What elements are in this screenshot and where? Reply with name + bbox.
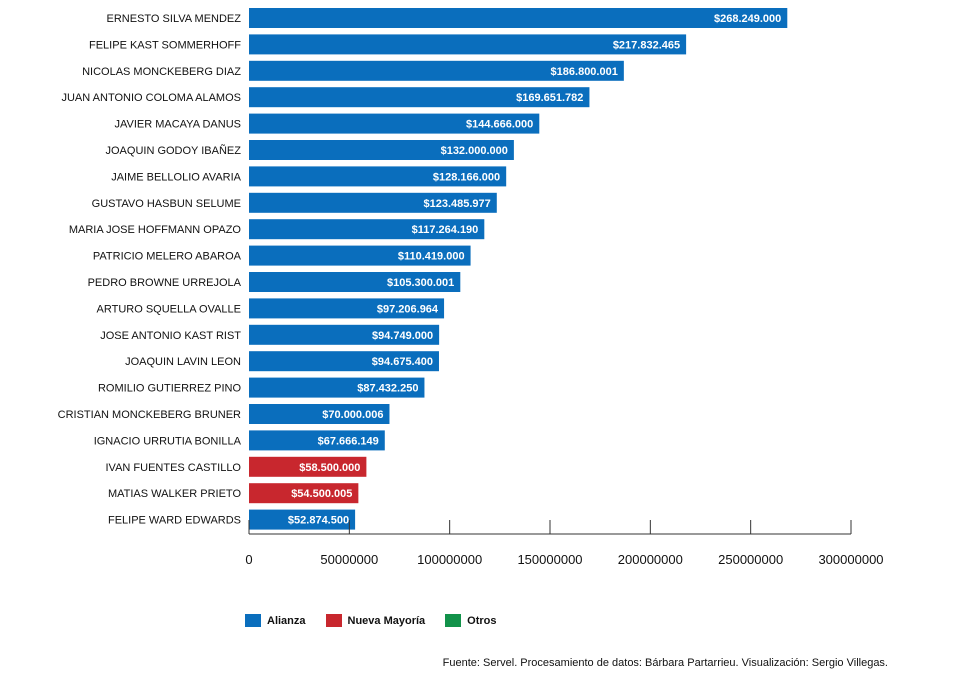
bar-ignacio-urrutia-bonilla <box>249 430 385 451</box>
legend-label-nueva-mayoria: Nueva Mayoría <box>347 614 426 627</box>
legend-label-alianza: Alianza <box>267 614 306 627</box>
value-label-romilio-gutierrez-pino: $87.432.250 <box>357 383 418 395</box>
category-label-juan-antonio-coloma-alamos: JUAN ANTONIO COLOMA ALAMOS <box>61 92 241 104</box>
bar-arturo-squella-ovalle <box>249 298 445 319</box>
bar-romilio-gutierrez-pino <box>249 377 425 398</box>
value-label-joaquin-godoy-ibanez: $132.000.000 <box>441 145 508 157</box>
category-label-felipe-ward-edwards: FELIPE WARD EDWARDS <box>108 515 241 527</box>
value-label-javier-macaya-danus: $144.666.000 <box>466 119 533 131</box>
category-label-javier-macaya-danus: JAVIER MACAYA DANUS <box>114 119 241 131</box>
value-label-gustavo-hasbun-selume: $123.485.977 <box>423 198 490 210</box>
legend: Alianza Nueva Mayoría Otros <box>245 614 517 627</box>
value-label-patricio-melero-abaroa: $110.419.000 <box>398 251 465 263</box>
legend-item-nueva-mayoria: Nueva Mayoría <box>325 614 426 627</box>
bar-maria-jose-hoffmann-opazo <box>249 219 485 240</box>
bar-jose-antonio-kast-rist <box>249 324 440 345</box>
value-label-ivan-fuentes-castillo: $58.500.000 <box>299 462 360 474</box>
bar-matias-walker-prieto <box>249 483 359 504</box>
category-label-patricio-melero-abaroa: PATRICIO MELERO ABAROA <box>93 251 242 263</box>
category-label-arturo-squella-ovalle: ARTURO SQUELLA OVALLE <box>97 303 241 315</box>
category-label-maria-jose-hoffmann-opazo: MARIA JOSE HOFFMANN OPAZO <box>69 224 242 236</box>
category-label-gustavo-hasbun-selume: GUSTAVO HASBUN SELUME <box>92 198 241 210</box>
category-label-joaquin-lavin-leon: JOAQUIN LAVIN LEON <box>125 356 241 368</box>
legend-item-otros: Otros <box>445 614 497 627</box>
category-label-jaime-bellolio-avaria: JAIME BELLOLIO AVARIA <box>111 171 241 183</box>
value-label-matias-walker-prieto: $54.500.005 <box>291 488 352 500</box>
value-label-felipe-ward-edwards: $52.874.500 <box>288 515 349 527</box>
legend-label-otros: Otros <box>467 614 497 627</box>
x-tick-label-6: 300000000 <box>818 552 883 567</box>
bar-juan-antonio-coloma-alamos <box>249 87 590 108</box>
bar-jaime-bellolio-avaria <box>249 166 507 187</box>
category-label-ignacio-urrutia-bonilla: IGNACIO URRUTIA BONILLA <box>94 435 242 447</box>
category-label-ivan-fuentes-castillo: IVAN FUENTES CASTILLO <box>106 462 242 474</box>
category-label-jose-antonio-kast-rist: JOSE ANTONIO KAST RIST <box>100 330 241 342</box>
x-tick-label-5: 250000000 <box>718 552 783 567</box>
category-label-cristian-monckeberg-bruner: CRISTIAN MONCKEBERG BRUNER <box>58 409 241 421</box>
legend-swatch-alianza <box>245 614 261 627</box>
value-label-felipe-kast-sommerhoff: $217.832.465 <box>613 39 680 51</box>
bar-pedro-browne-urrejola <box>249 272 461 292</box>
bar-cristian-monckeberg-bruner <box>249 404 390 424</box>
bar-felipe-kast-sommerhoff <box>249 34 687 55</box>
x-tick-label-2: 100000000 <box>417 552 482 567</box>
value-label-ernesto-silva-mendez: $268.249.000 <box>714 13 781 25</box>
value-label-joaquin-lavin-leon: $94.675.400 <box>372 356 433 368</box>
bar-javier-macaya-danus <box>249 113 540 134</box>
bar-joaquin-lavin-leon <box>249 351 439 372</box>
category-label-matias-walker-prieto: MATIAS WALKER PRIETO <box>108 488 241 500</box>
value-label-nicolas-monckeberg-diaz: $186.800.001 <box>551 66 618 78</box>
bar-ivan-fuentes-castillo <box>249 456 367 477</box>
category-label-romilio-gutierrez-pino: ROMILIO GUTIERREZ PINO <box>98 383 241 395</box>
bar-chart: ERNESTO SILVA MENDEZ $268.249.000 FELIPE K… <box>58 8 884 567</box>
x-tick-label-4: 200000000 <box>618 552 683 567</box>
value-label-arturo-squella-ovalle: $97.206.964 <box>377 303 439 315</box>
bar-gustavo-hasbun-selume <box>249 192 497 213</box>
legend-item-alianza: Alianza <box>245 614 306 627</box>
category-label-pedro-browne-urrejola: PEDRO BROWNE URREJOLA <box>88 277 242 289</box>
value-label-pedro-browne-urrejola: $105.300.001 <box>387 277 454 289</box>
x-tick-label-3: 150000000 <box>517 552 582 567</box>
legend-swatch-nueva-mayoria <box>325 614 342 627</box>
value-label-juan-antonio-coloma-alamos: $169.651.782 <box>516 92 583 104</box>
value-label-cristian-monckeberg-bruner: $70.000.006 <box>322 409 383 421</box>
x-tick-label-0: 0 <box>245 552 252 567</box>
bar-patricio-melero-abaroa <box>249 245 471 266</box>
category-label-joaquin-godoy-ibanez: JOAQUIN GODOY IBAÑEZ <box>106 144 242 157</box>
bar-nicolas-monckeberg-diaz <box>249 60 624 81</box>
value-label-jaime-bellolio-avaria: $128.166.000 <box>433 171 500 183</box>
value-label-maria-jose-hoffmann-opazo: $117.264.190 <box>412 224 479 236</box>
legend-swatch-otros <box>445 614 462 627</box>
source-note: Fuente: Servel. Procesamiento de datos: … <box>442 657 888 669</box>
category-label-ernesto-silva-mendez: ERNESTO SILVA MENDEZ <box>107 13 242 25</box>
value-label-jose-antonio-kast-rist: $94.749.000 <box>372 330 433 342</box>
category-label-nicolas-monckeberg-diaz: NICOLAS MONCKEBERG DIAZ <box>82 66 241 78</box>
bar-joaquin-godoy-ibanez <box>249 140 514 160</box>
bar-felipe-ward-edwards <box>249 509 356 530</box>
bar-ernesto-silva-mendez <box>249 8 788 28</box>
value-label-ignacio-urrutia-bonilla: $67.666.149 <box>318 435 379 447</box>
x-tick-label-1: 50000000 <box>320 552 378 567</box>
category-label-felipe-kast-sommerhoff: FELIPE KAST SOMMERHOFF <box>89 39 241 51</box>
